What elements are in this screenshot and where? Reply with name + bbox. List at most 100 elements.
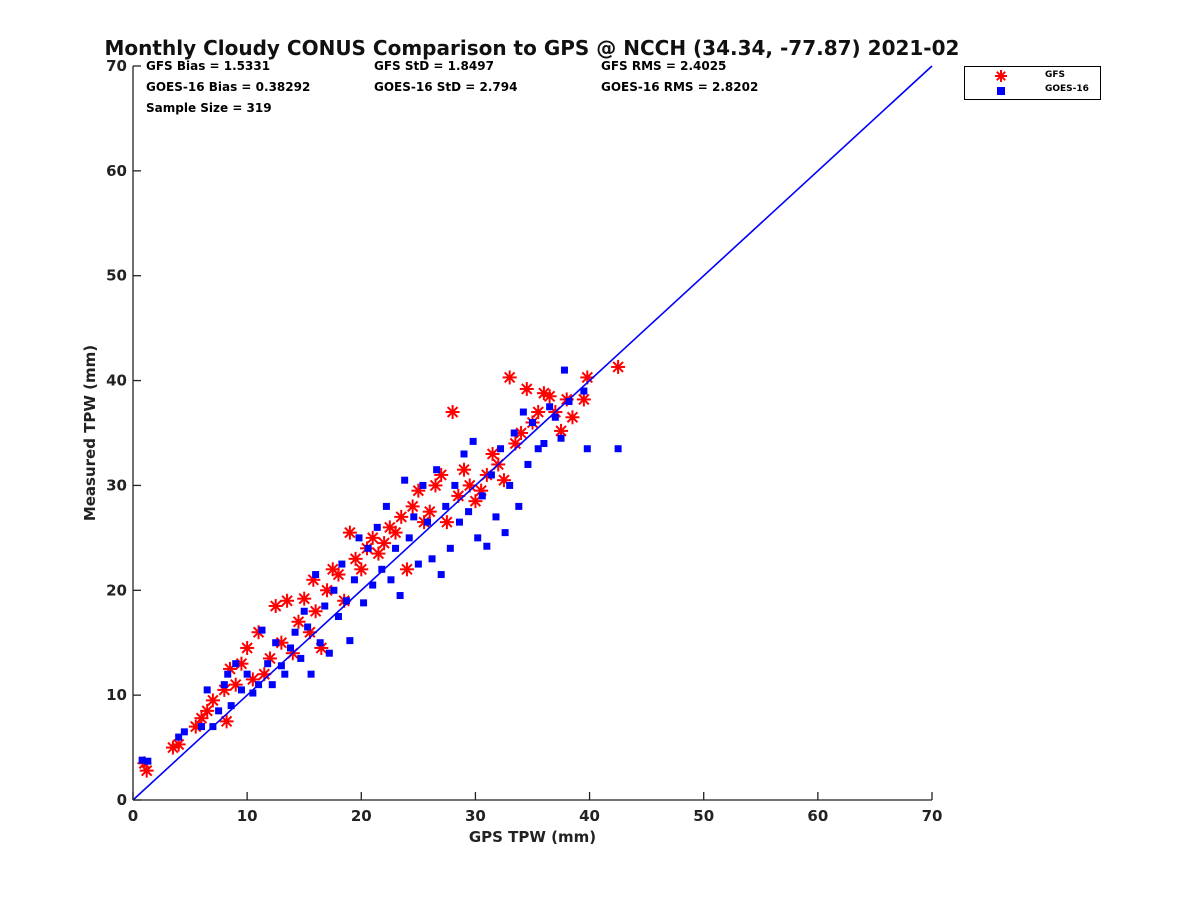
y-axis-label: Measured TPW (mm): [81, 345, 99, 521]
goes-point: [287, 644, 295, 652]
gfs-point: [422, 504, 437, 519]
chart-title: Monthly Cloudy CONUS Comparison to GPS @…: [104, 36, 960, 60]
x-tick-label: 10: [237, 807, 258, 825]
goes-point: [355, 534, 363, 542]
goes-point: [237, 686, 245, 694]
gfs-point: [457, 462, 472, 477]
goes-point: [264, 660, 272, 668]
x-tick-label: 60: [807, 807, 828, 825]
goes-point: [291, 628, 299, 636]
gfs-point: [205, 693, 220, 708]
x-tick-label: 0: [128, 807, 138, 825]
legend-markers: [995, 70, 1007, 95]
x-tick-label: 40: [579, 807, 600, 825]
goes-point: [382, 502, 390, 510]
gfs-point: [468, 494, 483, 509]
gfs-point: [280, 593, 295, 608]
goes-point: [529, 419, 536, 427]
goes-point: [515, 502, 523, 510]
y-tick-label: 0: [117, 791, 127, 809]
goes-point: [243, 670, 251, 678]
goes-point: [325, 649, 333, 657]
goes-point: [144, 757, 152, 765]
goes-point: [342, 597, 350, 605]
goes-point: [469, 437, 477, 445]
goes-point: [346, 637, 354, 645]
gfs-point: [365, 530, 380, 545]
goes-point: [465, 508, 473, 516]
sample-size-stat: Sample Size = 319: [146, 101, 272, 115]
goes-point: [451, 481, 459, 489]
goes-point: [501, 529, 509, 537]
gfs-point: [354, 562, 369, 577]
x-tick-label: 70: [922, 807, 943, 825]
y-tick-label: 50: [106, 267, 127, 285]
goes-point: [474, 534, 482, 542]
goes-point: [565, 398, 573, 406]
goes-point: [258, 626, 266, 634]
goes-point: [232, 660, 240, 668]
goes-point: [483, 542, 491, 550]
gfs-point: [371, 546, 386, 561]
goes-point: [497, 445, 505, 453]
series-goes-16: [138, 366, 622, 765]
goes-point: [460, 450, 468, 458]
goes-point: [138, 756, 146, 764]
x-tick-label: 20: [351, 807, 372, 825]
gfs-point: [439, 515, 454, 530]
legend-label-goes: GOES-16: [1045, 84, 1089, 94]
goes-point: [338, 560, 346, 568]
goes-point: [455, 518, 463, 526]
goes-point: [546, 403, 554, 411]
gfs-point: [348, 551, 363, 566]
goes-point: [203, 686, 211, 694]
gfs-point: [194, 711, 209, 726]
one-to-one-line: [132, 65, 933, 801]
goes-point: [540, 439, 548, 447]
goes-point: [534, 445, 542, 453]
goes-point: [580, 387, 588, 395]
chart-legend: GFS GOES-16: [964, 66, 1101, 100]
gfs-point: [428, 478, 443, 493]
series-gfs: [137, 359, 626, 778]
goes-point: [433, 466, 441, 474]
goes-point: [350, 576, 358, 584]
goes-point: [175, 733, 183, 741]
gfs-point: [576, 392, 591, 407]
goes-point: [524, 460, 532, 468]
x-tick-label: 30: [465, 807, 486, 825]
goes-point: [405, 534, 413, 542]
goes-point: [410, 513, 418, 521]
gfs-point: [485, 446, 500, 461]
goes-point: [197, 723, 205, 731]
goes-point: [304, 623, 312, 631]
gfs-point: [331, 567, 346, 582]
goes-point: [307, 670, 315, 678]
gfs-point: [405, 499, 420, 514]
gfs-point: [519, 381, 534, 396]
goes-point: [220, 681, 228, 689]
goes-point: [360, 599, 368, 607]
goes-point: [316, 639, 324, 647]
goes-point: [334, 613, 342, 620]
goes-point: [387, 576, 395, 584]
y-tick-label: 30: [106, 476, 127, 494]
goes-point: [478, 492, 486, 500]
goes-point: [401, 476, 409, 484]
goes-point: [224, 670, 232, 678]
goes-point: [227, 702, 235, 710]
gfs-point: [139, 763, 154, 778]
goes-point: [215, 707, 223, 715]
gfs-point: [342, 525, 357, 540]
goes-point: [321, 602, 329, 610]
goes-point: [437, 571, 445, 579]
legend-gfs-asterisk-icon: [995, 70, 1007, 82]
goes-point: [180, 728, 188, 736]
gfs-bias-stat: GFS Bias = 1.5331: [146, 59, 271, 73]
y-tick-label: 20: [106, 581, 127, 599]
goes-point: [378, 565, 386, 573]
gfs-point: [308, 604, 323, 619]
x-tick-label: 50: [693, 807, 714, 825]
goes-point: [423, 518, 431, 526]
